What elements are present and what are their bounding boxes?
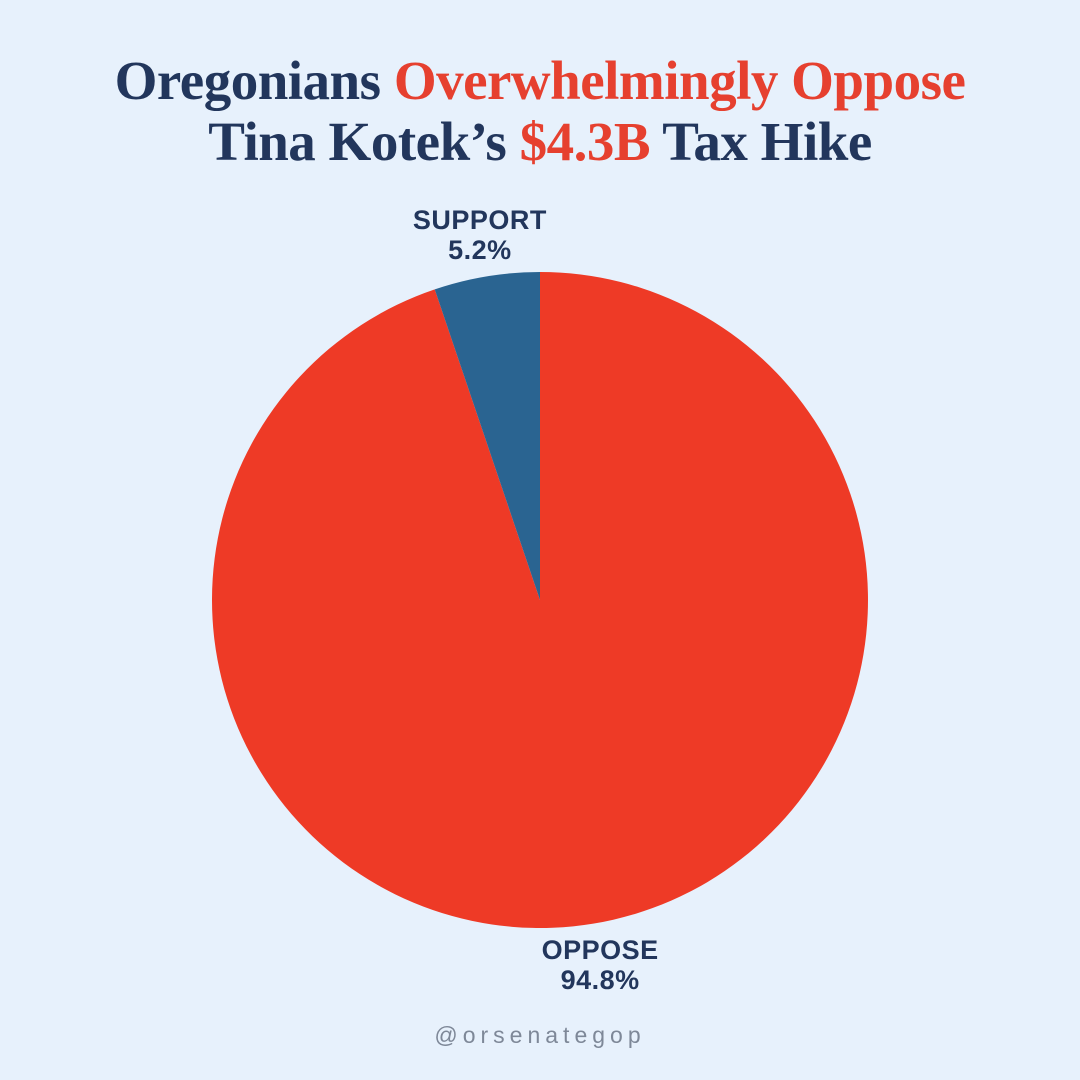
title-line1-navy-text: Oregonians — [114, 50, 394, 111]
title-line2-navy-text-a: Tina Kotek’s — [208, 111, 520, 172]
page-title: Oregonians Overwhelmingly Oppose Tina Ko… — [0, 50, 1080, 172]
title-line1-red-text: Overwhelmingly Oppose — [393, 50, 966, 111]
title-line-1: Oregonians Overwhelmingly Oppose — [0, 50, 1080, 111]
pie-slice-support — [434, 272, 540, 600]
support-slice-name: SUPPORT — [412, 205, 547, 236]
title-line2-navy-text-b: Tax Hike — [650, 111, 872, 172]
oppose-slice-name: OPPOSE — [541, 934, 659, 965]
oppose-slice-label: OPPOSE 94.8% — [542, 935, 659, 995]
title-line-2: Tina Kotek’s $4.3B Tax Hike — [0, 111, 1080, 172]
title-line2-red-text: $4.3B — [519, 111, 651, 172]
social-handle: @orsenategop — [434, 1022, 646, 1048]
oppose-slice-value: 94.8% — [560, 964, 640, 995]
support-slice-value: 5.2% — [448, 235, 512, 266]
pie-slice-oppose — [211, 272, 868, 928]
support-slice-label: SUPPORT 5.2% — [413, 205, 547, 265]
